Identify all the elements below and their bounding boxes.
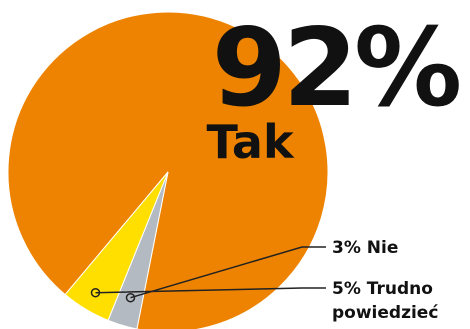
big-percent-label: 92% (212, 6, 459, 131)
pie-slices (7, 11, 329, 329)
callout-label-trudno-line2: powiedzieć (332, 303, 438, 323)
callout-label-trudno-line1: 5% Trudno (332, 279, 433, 299)
callout-line-nie (130, 246, 326, 299)
callout-label-nie: 3% Nie (332, 238, 398, 258)
callout-leaders (90, 246, 326, 303)
callout-dot-nie (125, 292, 136, 303)
pie-slice-trudno-powiedzieć (64, 171, 169, 322)
pie-slice-tak (7, 11, 329, 329)
callout-line-trudno (95, 287, 326, 294)
callout-dot-trudno (90, 287, 101, 298)
big-category-label: Tak (206, 115, 294, 169)
